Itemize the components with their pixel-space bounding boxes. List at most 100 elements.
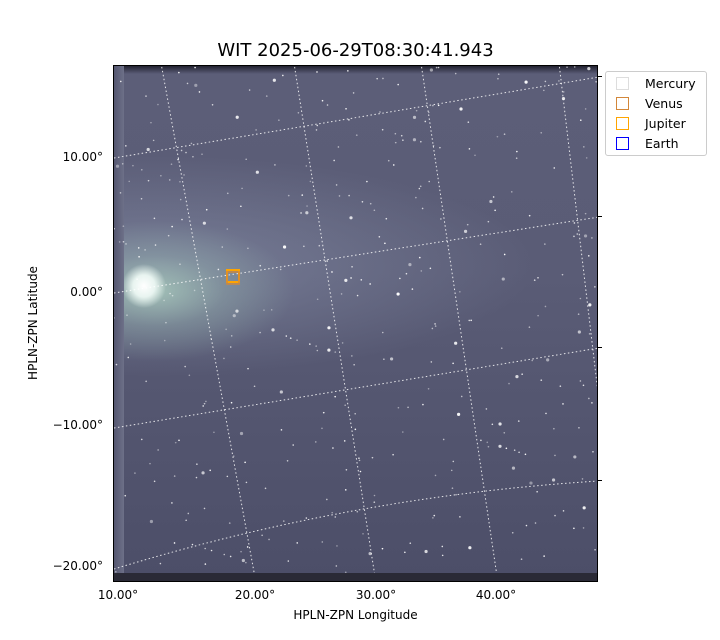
star (486, 441, 489, 444)
star (411, 288, 414, 290)
x-tick-label: 40.00° (475, 588, 517, 602)
star (296, 339, 298, 341)
star (165, 321, 167, 324)
star (412, 138, 417, 142)
star (520, 558, 523, 560)
star (129, 343, 132, 345)
star (115, 164, 120, 168)
star (577, 330, 581, 334)
star (201, 471, 205, 475)
star (327, 326, 331, 330)
star (350, 277, 352, 279)
star (115, 571, 117, 573)
star (124, 494, 127, 497)
star (489, 199, 493, 204)
star (137, 247, 140, 249)
legend-label: Earth (645, 135, 679, 151)
star (193, 289, 196, 292)
star (204, 547, 206, 550)
star (332, 447, 334, 449)
star (517, 420, 520, 422)
star (265, 95, 268, 97)
star (163, 339, 166, 342)
star (427, 387, 430, 390)
star (343, 440, 346, 442)
star (419, 185, 422, 188)
jupiter-swatch-icon (616, 116, 629, 130)
star (179, 198, 182, 201)
lon-gridline (420, 66, 499, 581)
star (145, 95, 147, 97)
star (418, 187, 421, 190)
legend-item-mercury: Mercury (616, 73, 696, 93)
star (316, 71, 318, 73)
lon-gridline (558, 66, 597, 389)
star (229, 346, 232, 348)
star (503, 133, 506, 135)
star (384, 242, 386, 245)
star (217, 268, 220, 271)
star (466, 223, 469, 226)
legend-item-venus: Venus (616, 93, 683, 113)
star (202, 221, 206, 225)
chart-title: WIT 2025-06-29T08:30:41.943 (217, 40, 494, 61)
star (537, 314, 539, 317)
star (211, 103, 214, 106)
star (334, 351, 337, 353)
star (157, 449, 159, 451)
star (235, 309, 239, 313)
star (543, 555, 545, 557)
star (531, 359, 534, 362)
star (515, 157, 518, 160)
star (544, 305, 547, 308)
lat-gridline (114, 480, 597, 570)
star (497, 77, 499, 80)
star (160, 174, 162, 177)
star (127, 356, 130, 359)
star (309, 343, 311, 345)
star (366, 180, 368, 183)
star (595, 80, 597, 83)
star (114, 317, 115, 319)
star (226, 192, 229, 195)
star (253, 385, 256, 388)
star (497, 73, 500, 76)
star (358, 457, 360, 459)
star (428, 180, 431, 183)
star (180, 149, 183, 152)
star (371, 456, 374, 459)
star (327, 348, 331, 352)
star (303, 245, 305, 248)
star (379, 111, 381, 113)
star (232, 314, 236, 318)
star (503, 253, 506, 256)
star (378, 236, 381, 238)
star (432, 144, 435, 147)
star (305, 211, 309, 215)
star (196, 463, 198, 465)
star (140, 168, 143, 171)
star (168, 179, 171, 181)
star (326, 104, 329, 106)
star (381, 128, 384, 131)
star (122, 225, 125, 227)
mercury-swatch-icon (616, 76, 629, 90)
star (334, 395, 336, 398)
star (584, 108, 587, 110)
star (582, 384, 585, 387)
star (501, 277, 505, 281)
star (150, 121, 152, 124)
star (424, 120, 427, 123)
star (583, 146, 585, 148)
star (247, 247, 249, 250)
star (427, 111, 430, 114)
star (316, 298, 319, 301)
star (369, 202, 372, 205)
star (430, 361, 433, 363)
lat-gridline (114, 216, 597, 294)
star (558, 80, 560, 82)
star (561, 273, 564, 276)
right-tick (598, 347, 602, 348)
star (152, 139, 155, 142)
star (496, 135, 499, 138)
